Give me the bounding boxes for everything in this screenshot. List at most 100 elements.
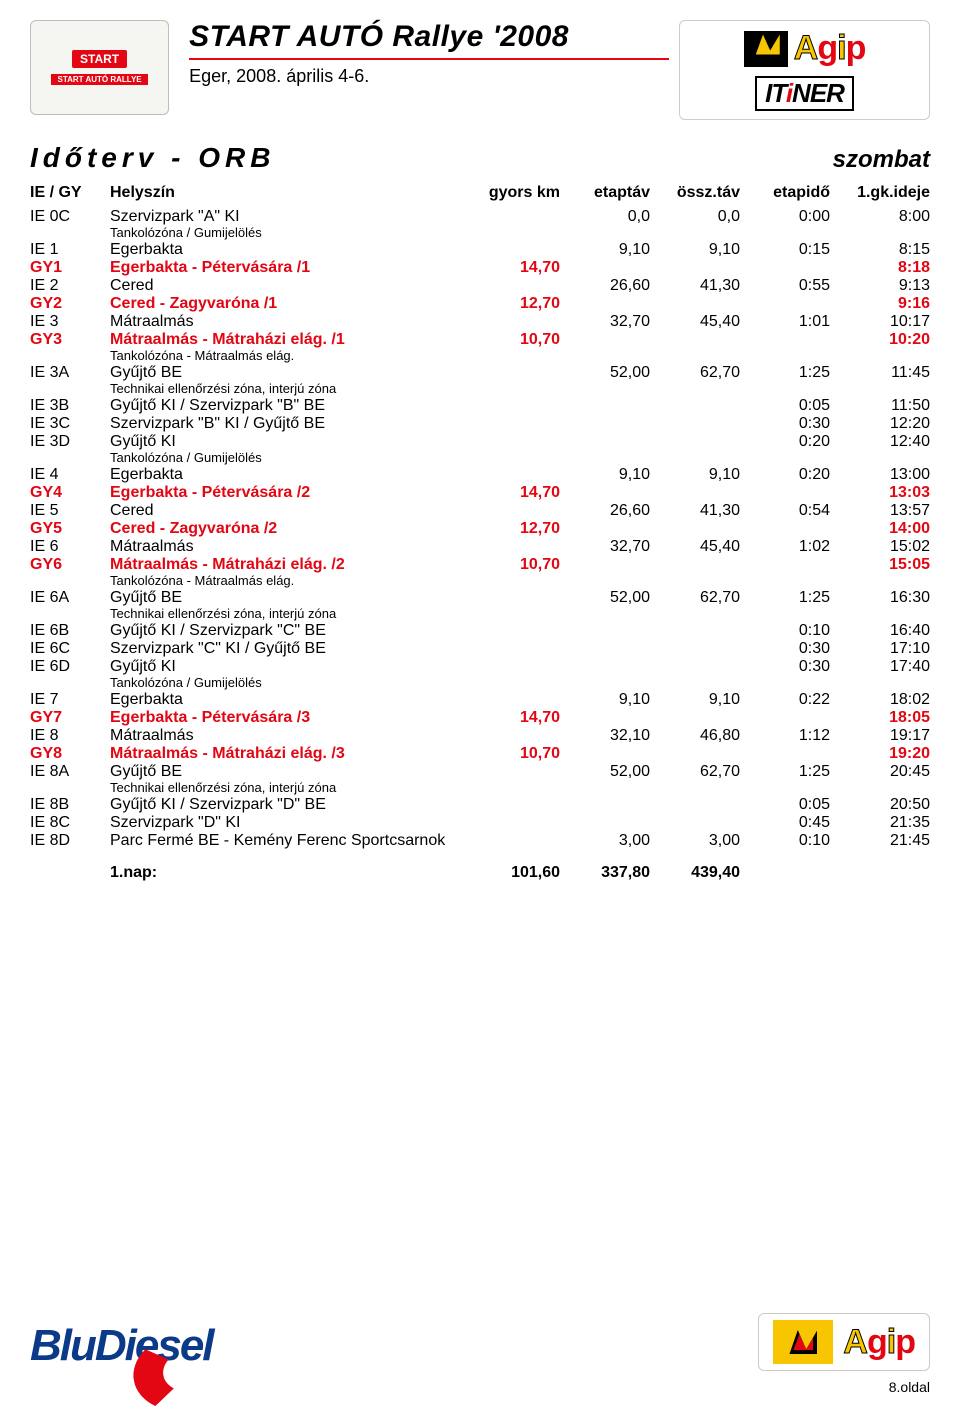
cell-c6: 17:40 — [830, 658, 930, 676]
cell-c6: 11:50 — [830, 397, 930, 415]
cell-c1: Egerbakta - Pétervására /1 — [110, 259, 470, 277]
cell-c4: 62,70 — [650, 364, 740, 382]
checkpoint-row: IE 6AGyűjtő BE52,0062,701:2516:30 — [30, 589, 930, 607]
checkpoint-row: IE 4Egerbakta9,109,100:2013:00 — [30, 466, 930, 484]
cell-c3: 0,0 — [560, 208, 650, 226]
cell-c4: 9,10 — [650, 466, 740, 484]
cell-c1: Cered — [110, 277, 470, 295]
stage-row: GY3Mátraalmás - Mátraházi elág. /110,701… — [30, 331, 930, 349]
cell-c0: IE 3A — [30, 364, 110, 382]
table-note: Tankolózóna / Gumijelölés — [30, 675, 930, 690]
cell-c2: 10,70 — [470, 331, 560, 349]
cell-c5: 1:25 — [740, 589, 830, 607]
cell-c6: 13:57 — [830, 502, 930, 520]
stage-row: GY4Egerbakta - Pétervására /214,7013:03 — [30, 484, 930, 502]
section-title: Időterv - ORB — [30, 142, 275, 174]
cell-c5: 1:12 — [740, 727, 830, 745]
agip-dog-icon — [744, 31, 788, 67]
cell-c0: IE 6D — [30, 658, 110, 676]
cell-c1: Mátraalmás — [110, 313, 470, 331]
cell-c6: 10:17 — [830, 313, 930, 331]
cell-c2: 14,70 — [470, 484, 560, 502]
cell-c1: Mátraalmás — [110, 727, 470, 745]
cell-c6: 18:05 — [830, 709, 930, 727]
cell-c1: Egerbakta - Pétervására /2 — [110, 484, 470, 502]
cell-c0: GY7 — [30, 709, 110, 727]
cell-c5: 0:05 — [740, 796, 830, 814]
cell-c6: 20:45 — [830, 763, 930, 781]
cell-c5: 0:00 — [740, 208, 830, 226]
cell-c5: 0:45 — [740, 814, 830, 832]
cell-c1: Gyűjtő BE — [110, 763, 470, 781]
cell-c1: Egerbakta — [110, 466, 470, 484]
cell-c3: 26,60 — [560, 502, 650, 520]
footer: BluDiesel Agip — [30, 1313, 930, 1371]
cell-c0: IE 3 — [30, 313, 110, 331]
cell-c1: Gyűjtő KI / Szervizpark "C" BE — [110, 622, 470, 640]
cell-c3: 9,10 — [560, 691, 650, 709]
stage-row: GY5Cered - Zagyvaróna /212,7014:00 — [30, 520, 930, 538]
stage-row: GY7Egerbakta - Pétervására /314,7018:05 — [30, 709, 930, 727]
bludiesel-logo: BluDiesel — [30, 1321, 233, 1371]
cell-c0: IE 5 — [30, 502, 110, 520]
section-day: szombat — [833, 146, 930, 174]
cell-c5: 0:20 — [740, 433, 830, 451]
cell-c0: IE 1 — [30, 241, 110, 259]
cell-c5: 0:55 — [740, 277, 830, 295]
cell-c0: GY4 — [30, 484, 110, 502]
rally-badge: START AUTÓ RALLYE — [51, 74, 147, 85]
cell-c4: 46,80 — [650, 727, 740, 745]
cell-c0: IE 6B — [30, 622, 110, 640]
cell-c3: 9,10 — [560, 241, 650, 259]
cell-c6: 21:45 — [830, 832, 930, 850]
col-stagetime: etapidő — [740, 184, 830, 202]
cell-c5: 0:30 — [740, 415, 830, 433]
cell-c6: 17:10 — [830, 640, 930, 658]
col-location: Helyszín — [110, 184, 470, 202]
cell-c1: Cered - Zagyvaróna /2 — [110, 520, 470, 538]
cell-c3: 26,60 — [560, 277, 650, 295]
cell-c6: 16:40 — [830, 622, 930, 640]
cell-c0: IE 3C — [30, 415, 110, 433]
cell-c6: 14:00 — [830, 520, 930, 538]
cell-c4: 45,40 — [650, 538, 740, 556]
checkpoint-row: IE 8CSzervizpark "D" KI0:4521:35 — [30, 814, 930, 832]
cell-c3: 52,00 — [560, 364, 650, 382]
cell-c1: Gyűjtő KI — [110, 658, 470, 676]
schedule-table: IE / GY Helyszín gyors km etaptáv össz.t… — [30, 184, 930, 882]
cell-c3: 32,70 — [560, 313, 650, 331]
cell-c0: GY6 — [30, 556, 110, 574]
cell-c6: 12:40 — [830, 433, 930, 451]
cell-c3: 3,00 — [560, 832, 650, 850]
stage-row: GY8Mátraalmás - Mátraházi elág. /310,701… — [30, 745, 930, 763]
cell-c4: 3,00 — [650, 832, 740, 850]
summary-totaldist: 439,40 — [650, 864, 740, 882]
rally-logo: START START AUTÓ RALLYE — [30, 20, 169, 115]
cell-c2: 10,70 — [470, 556, 560, 574]
cell-c1: Egerbakta - Pétervására /3 — [110, 709, 470, 727]
cell-c1: Egerbakta — [110, 241, 470, 259]
summary-label: 1.nap: — [110, 864, 470, 882]
cell-c5: 0:10 — [740, 832, 830, 850]
cell-c5: 0:22 — [740, 691, 830, 709]
agip-footer-text: Agip — [843, 1323, 915, 1362]
cell-c0: IE 6C — [30, 640, 110, 658]
cell-c4: 62,70 — [650, 589, 740, 607]
cell-c6: 15:05 — [830, 556, 930, 574]
cell-c1: Gyűjtő KI — [110, 433, 470, 451]
cell-c6: 10:20 — [830, 331, 930, 349]
col-fastkm: gyors km — [470, 184, 560, 202]
title-block: START AUTÓ Rallye '2008 Eger, 2008. ápri… — [179, 20, 669, 87]
agip-footer-logo: Agip — [758, 1313, 930, 1371]
cell-c5: 0:05 — [740, 397, 830, 415]
agip-footer-icon — [773, 1320, 833, 1364]
cell-c0: IE 4 — [30, 466, 110, 484]
cell-c5: 0:10 — [740, 622, 830, 640]
cell-c0: GY5 — [30, 520, 110, 538]
col-code: IE / GY — [30, 184, 110, 202]
cell-c1: Mátraalmás - Mátraházi elág. /1 — [110, 331, 470, 349]
cell-c6: 9:13 — [830, 277, 930, 295]
cell-c0: IE 8A — [30, 763, 110, 781]
cell-c6: 12:20 — [830, 415, 930, 433]
checkpoint-row: IE 6DGyűjtő KI0:3017:40 — [30, 658, 930, 676]
